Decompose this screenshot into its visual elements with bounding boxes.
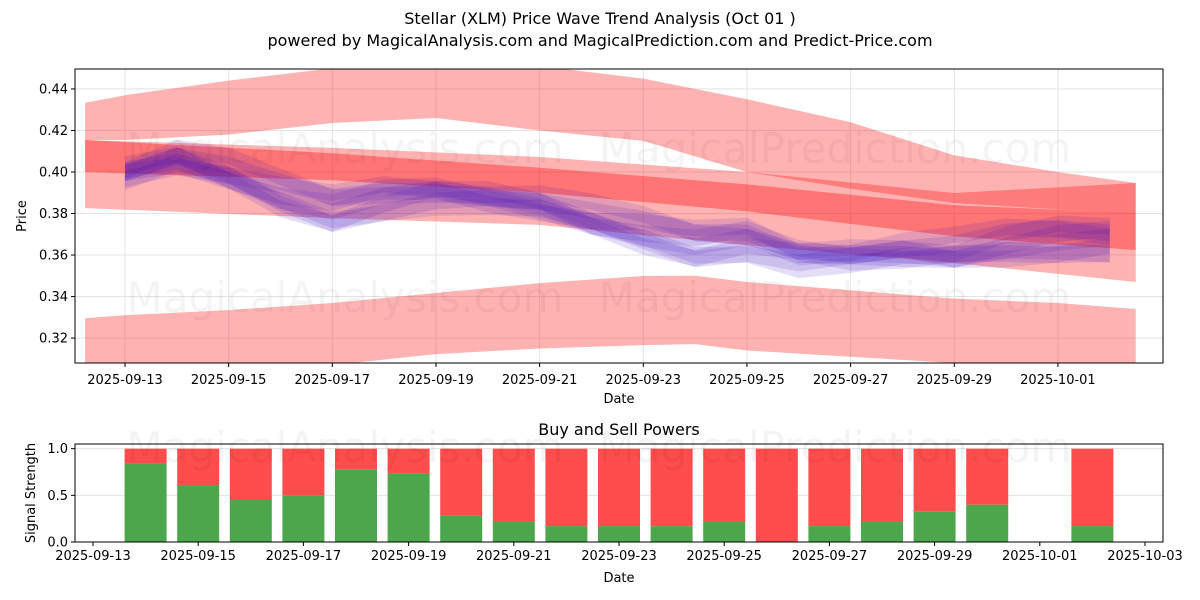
x-tick-label: 2025-09-27	[792, 549, 868, 564]
buy-bar	[914, 511, 956, 542]
y-tick-label: 0.5	[47, 489, 68, 504]
watermark-text: MagicalAnalysis.com	[127, 423, 564, 472]
buy-bar	[598, 526, 640, 542]
x-tick-label: 2025-09-15	[160, 549, 236, 564]
y-tick-label: 0.32	[39, 332, 68, 347]
buy-bar	[545, 526, 587, 542]
buy-bar	[282, 495, 324, 542]
buy-bar	[335, 469, 377, 542]
x-tick-label: 2025-09-23	[581, 549, 657, 564]
price-y-ticks: 0.32 0.34 0.36 0.38 0.40 0.42 0.44	[39, 82, 75, 346]
signal-x-label: Date	[603, 571, 634, 586]
buy-bar	[703, 521, 745, 542]
charts-canvas: MagicalAnalysis.com MagicalPrediction.com…	[0, 0, 1200, 600]
x-tick-label: 2025-09-17	[295, 373, 371, 388]
x-tick-label: 2025-09-21	[502, 373, 578, 388]
buy-bar	[966, 505, 1008, 542]
x-tick-label: 2025-09-21	[476, 549, 552, 564]
buy-bar	[230, 500, 272, 542]
y-tick-label: 1.0	[47, 442, 68, 457]
buy-bar	[651, 526, 693, 542]
price-x-label: Date	[603, 392, 634, 407]
x-tick-label: 2025-09-15	[191, 373, 267, 388]
signal-y-ticks: 0.0 0.5 1.0	[47, 442, 75, 550]
x-tick-label: 2025-10-01	[1002, 549, 1078, 564]
x-tick-label: 2025-09-27	[813, 373, 889, 388]
signal-watermarks: MagicalAnalysis.com MagicalPrediction.com	[127, 423, 1072, 472]
buy-bar	[177, 485, 219, 542]
y-tick-label: 0.36	[39, 249, 68, 264]
watermark-text: MagicalAnalysis.com	[127, 273, 564, 322]
x-tick-label: 2025-09-23	[606, 373, 682, 388]
y-tick-label: 0.0	[47, 536, 68, 551]
buy-bar	[808, 526, 850, 542]
watermark-text: MagicalPrediction.com	[599, 273, 1072, 322]
watermark-text: MagicalPrediction.com	[599, 423, 1072, 472]
x-tick-label: 2025-09-25	[686, 549, 762, 564]
x-tick-label: 2025-09-19	[398, 373, 474, 388]
y-tick-label: 0.34	[39, 290, 68, 305]
x-tick-label: 2025-10-03	[1107, 549, 1183, 564]
x-tick-label: 2025-09-17	[266, 549, 342, 564]
price-y-label: Price	[15, 200, 30, 232]
buy-bar	[1071, 526, 1113, 542]
y-tick-label: 0.44	[39, 82, 68, 97]
signal-x-ticks: 2025-09-13 2025-09-15 2025-09-17 2025-09-19…	[55, 542, 1183, 564]
x-tick-label: 2025-09-29	[916, 373, 992, 388]
x-tick-label: 2025-09-19	[371, 549, 447, 564]
x-tick-label: 2025-10-01	[1020, 373, 1096, 388]
watermark-text: MagicalPrediction.com	[599, 124, 1072, 173]
y-tick-label: 0.40	[39, 165, 68, 180]
buy-bar	[861, 521, 903, 542]
price-x-ticks: 2025-09-13 2025-09-15 2025-09-17 2025-09-19…	[87, 363, 1096, 388]
x-tick-label: 2025-09-13	[55, 549, 131, 564]
y-tick-label: 0.42	[39, 124, 68, 139]
buy-bar	[440, 516, 482, 542]
buy-bar	[388, 474, 430, 542]
buy-bar	[493, 521, 535, 542]
signal-y-label: Signal Strength	[24, 443, 39, 543]
sell-bar	[1071, 449, 1113, 526]
x-tick-label: 2025-09-13	[87, 373, 163, 388]
buy-bar	[125, 464, 167, 542]
price-plot-area	[85, 63, 1136, 380]
watermark-text: MagicalAnalysis.com	[127, 124, 564, 173]
y-tick-label: 0.38	[39, 207, 68, 222]
x-tick-label: 2025-09-25	[709, 373, 785, 388]
x-tick-label: 2025-09-29	[897, 549, 973, 564]
